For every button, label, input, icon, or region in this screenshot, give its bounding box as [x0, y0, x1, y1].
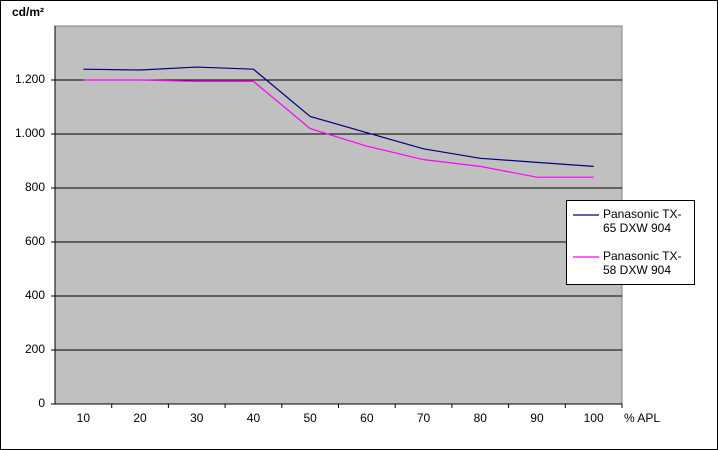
y-tick-label: 1.200 [15, 72, 45, 86]
x-tick-label: 70 [417, 411, 431, 425]
x-tick-label: 30 [190, 411, 204, 425]
x-tick-label: 60 [360, 411, 374, 425]
legend-swatch [573, 214, 599, 216]
y-tick-label: 1.000 [15, 126, 45, 140]
legend-label: Panasonic TX-65 DXW 904 [603, 207, 682, 235]
y-tick-label: 400 [25, 288, 45, 302]
legend-label: Panasonic TX-58 DXW 904 [603, 249, 682, 277]
y-tick-label: 200 [25, 342, 45, 356]
plot-area [54, 25, 623, 405]
series-line [83, 66, 594, 167]
x-tick-label: 50 [303, 411, 317, 425]
y-tick-label: 0 [38, 396, 45, 410]
y-tick-label: 600 [25, 234, 45, 248]
x-tick-label: 80 [474, 411, 488, 425]
x-tick-label: 10 [77, 411, 91, 425]
y-axis-label: cd/m² [12, 5, 44, 19]
legend-entry: Panasonic TX-65 DXW 904 [571, 207, 693, 235]
x-tick-label: 90 [530, 411, 544, 425]
x-tick-label: 100 [584, 411, 604, 425]
x-axis-label: % APL [624, 411, 660, 425]
x-tick-label: 20 [133, 411, 147, 425]
x-tick-label: 40 [247, 411, 261, 425]
legend-swatch [573, 256, 599, 258]
y-tick-label: 800 [25, 180, 45, 194]
series-line [83, 79, 594, 178]
legend: Panasonic TX-65 DXW 904 Panasonic TX-58 D… [566, 200, 695, 285]
legend-entry: Panasonic TX-58 DXW 904 [571, 249, 693, 277]
